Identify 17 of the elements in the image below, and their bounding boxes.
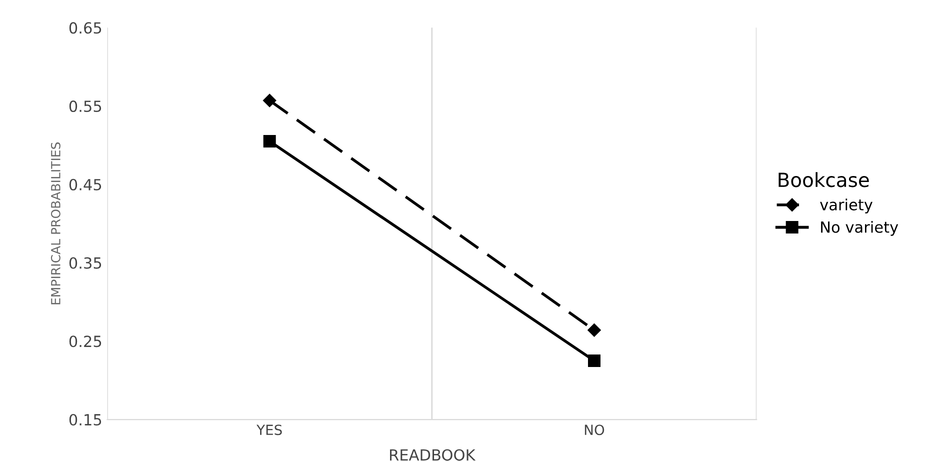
- legend-title: Bookcase: [778, 172, 869, 188]
- legend-label: variety: [820, 198, 872, 214]
- y-tick-label: 0.45: [69, 178, 102, 190]
- x-tick-label: YES: [256, 424, 282, 436]
- y-tick-label: 0.25: [69, 336, 102, 348]
- y-tick-label: 0.15: [69, 414, 102, 426]
- y-axis-title: EMPIRICAL PROBABILITIES: [50, 142, 60, 304]
- y-tick-label: 0.35: [69, 257, 102, 269]
- y-tick-label: 0.65: [69, 22, 102, 34]
- point: [588, 354, 600, 367]
- point: [263, 94, 276, 108]
- point: [588, 324, 601, 337]
- legend-label: No variety: [821, 221, 898, 236]
- y-tick-label: 0.55: [69, 100, 102, 112]
- point: [263, 135, 276, 148]
- x-axis-title: READBOOK: [390, 449, 476, 461]
- x-tick-label: NO: [584, 424, 604, 436]
